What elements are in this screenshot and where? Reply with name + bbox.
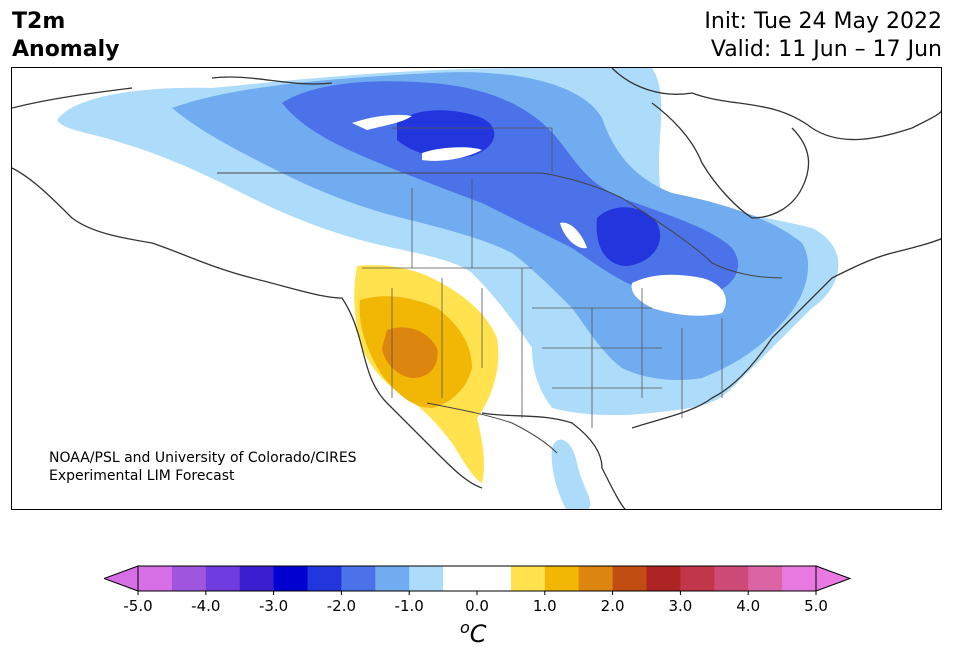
us-mexico-border (426, 402, 558, 454)
colorbar-segment (510, 566, 546, 591)
valid-dates: Valid: 11 Jun – 17 Jun (710, 37, 942, 62)
colorbar-segment (443, 566, 478, 591)
coastline-west (12, 167, 483, 489)
colorbar-over-arrow (815, 565, 852, 592)
colorbar-tick-label: -3.0 (259, 597, 288, 615)
colorbar-tick-label: 3.0 (668, 597, 692, 615)
us-canada-border (216, 172, 783, 279)
colorbar-tick-label: -2.0 (327, 597, 356, 615)
credit-line-2: Experimental LIM Forecast (49, 468, 235, 484)
map-title: T2m Anomaly (12, 8, 119, 64)
colorbar-tick-label: 2.0 (601, 597, 625, 615)
colorbar-segment (239, 566, 275, 591)
colorbar-segment (273, 566, 308, 591)
coastline-east (771, 238, 941, 339)
coastline-gulf (481, 337, 773, 509)
lake-winnipeg (560, 222, 587, 249)
great-lakes (631, 274, 726, 316)
init-date: Init: Tue 24 May 2022 (704, 9, 942, 34)
map-panel (11, 67, 942, 510)
colorbar-tick-label: -1.0 (395, 597, 424, 615)
colorbar-tick-label: 0.0 (465, 597, 489, 615)
anomaly-contour-dark-blue-center (596, 207, 661, 266)
colorbar-graphic: -5.0 -4.0 -3.0 -2.0 -1.0 0.0 1.0 2.0 3.0 4.0 5.0 (102, 565, 852, 615)
colorbar: -5.0 -4.0 -3.0 -2.0 -1.0 0.0 1.0 2.0 3.0 4.0 5.0 (102, 565, 854, 629)
colorbar-segment (680, 566, 715, 591)
anomaly-map (12, 68, 941, 509)
colorbar-segment (409, 566, 444, 591)
credit-text: NOAA/PSL and University of Colorado/CIRE… (49, 449, 357, 485)
colorbar-segment (341, 566, 376, 591)
colorbar-segment (307, 566, 342, 591)
anomaly-contour-dark-orange (382, 327, 438, 378)
colorbar-segment (782, 566, 817, 591)
state-lines (362, 127, 723, 428)
colorbar-segment (646, 566, 681, 591)
colorbar-tick-label: 1.0 (533, 597, 557, 615)
colorbar-tick-label: 4.0 (736, 597, 760, 615)
colorbar-segment (748, 566, 783, 591)
colorbar-segment (205, 566, 241, 591)
coastline-north (12, 68, 941, 141)
colorbar-segment (714, 566, 749, 591)
colorbar-tick-label: -4.0 (191, 597, 220, 615)
title-anomaly: Anomaly (12, 37, 120, 62)
hudson-bay-coast (651, 102, 810, 219)
colorbar-tick-label: -5.0 (123, 597, 152, 615)
colorbar-segment (544, 566, 580, 591)
forecast-dates: Init: Tue 24 May 2022 Valid: 11 Jun – 17… (704, 8, 942, 64)
colorbar-segment (612, 566, 647, 591)
anomaly-contour-dark-blue-north (397, 110, 495, 159)
great-bear-lake (422, 147, 482, 161)
credit-line-1: NOAA/PSL and University of Colorado/CIRE… (49, 450, 357, 466)
colorbar-segment (375, 566, 410, 591)
colorbar-segment (578, 566, 614, 591)
colorbar-segment (477, 566, 512, 591)
colorbar-segment (138, 566, 173, 591)
colorbar-tick-label: 5.0 (804, 597, 828, 615)
anomaly-contour-light-blue-gulf (551, 439, 591, 509)
colorbar-unit: oC (460, 618, 487, 648)
unit-letter: C (469, 620, 487, 648)
title-variable: T2m (12, 9, 66, 34)
unit-degree: o (460, 618, 470, 637)
great-slave-lake (352, 114, 412, 130)
colorbar-under-arrow (102, 565, 139, 592)
colorbar-segment (171, 566, 207, 591)
